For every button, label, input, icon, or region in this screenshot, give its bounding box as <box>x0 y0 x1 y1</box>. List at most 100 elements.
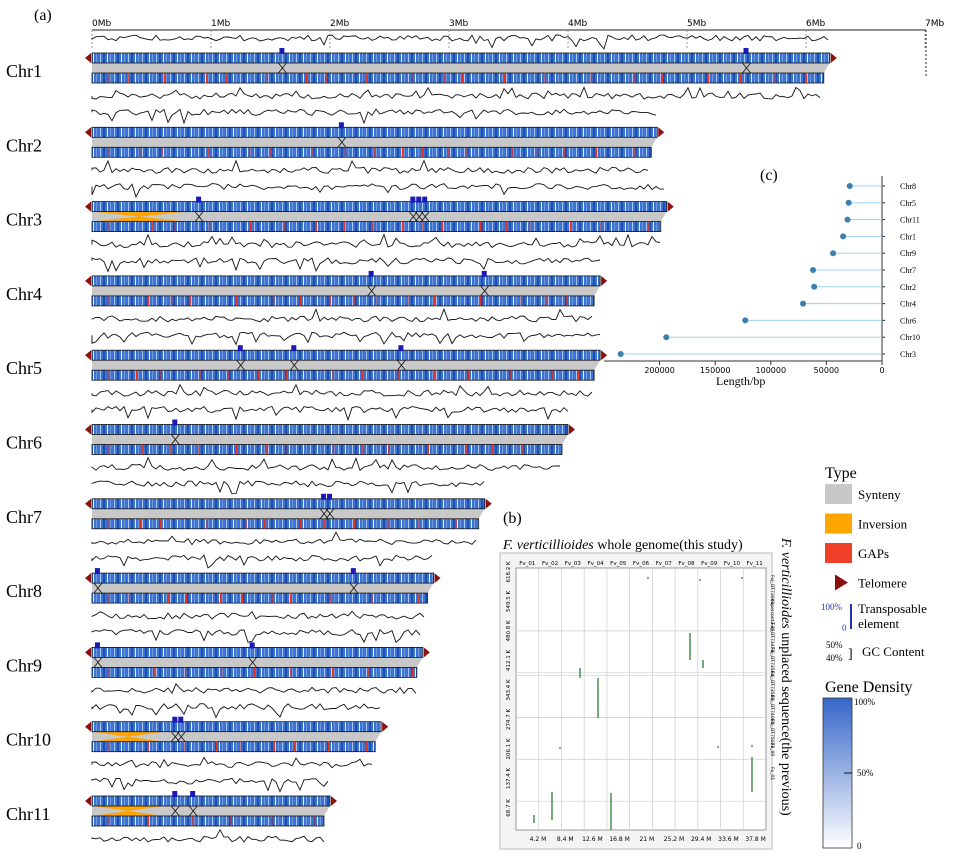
gap-mark <box>248 147 251 158</box>
legend-item-label: GAPs <box>858 546 889 561</box>
gap-mark <box>545 295 547 306</box>
gc-content-line <box>91 756 373 769</box>
gap-mark <box>139 518 142 529</box>
gap-mark <box>447 147 449 158</box>
gap-mark <box>107 221 109 232</box>
gc-content-line <box>91 34 829 50</box>
gap-mark <box>241 593 244 604</box>
te-mark <box>368 270 374 277</box>
te-scale-lo: 0 <box>842 623 847 633</box>
dotplot-x-tick: 25.2 M <box>664 836 684 843</box>
telomere-icon <box>85 573 91 584</box>
gap-mark <box>253 667 255 678</box>
gap-mark <box>371 593 373 604</box>
gc-content-line <box>91 703 381 719</box>
gap-mark <box>590 73 593 83</box>
cross-link <box>176 731 186 742</box>
scale-tick-label: 7Mb <box>925 19 944 29</box>
gap-mark <box>805 73 808 83</box>
cross-link <box>170 805 180 817</box>
chromosome-bar-assembly <box>91 572 434 584</box>
lollipop-head <box>742 317 749 324</box>
dotplot-top-label: Fv_03 <box>565 561 582 567</box>
chromosome-row: Chr8 <box>6 554 441 620</box>
gap-mark <box>266 444 268 455</box>
scale-tick-label: 4Mb <box>568 19 587 29</box>
cross-link <box>170 434 180 445</box>
gap-mark <box>257 370 259 381</box>
alignment-dot <box>741 577 743 579</box>
te-label-line2: element <box>858 616 900 631</box>
gap-mark <box>273 741 276 752</box>
gap-mark <box>600 221 602 232</box>
gap-mark <box>313 816 315 826</box>
dotplot-contig-label: FvJ_DT73478 <box>769 623 775 652</box>
gap-mark <box>491 444 493 455</box>
gc-content-line <box>91 159 649 174</box>
legend-item-label: Telomere <box>858 576 907 591</box>
legend-item-label: Synteny <box>858 487 901 502</box>
dotplot-x-tick: 29.4 M <box>691 836 711 843</box>
gap-mark <box>332 444 335 455</box>
te-mark <box>321 493 327 500</box>
chromosome-row: Chr7 <box>6 480 492 546</box>
chromosome-bar-assembly <box>91 647 424 658</box>
dotplot-top-label: Fv_02 <box>542 561 558 567</box>
gap-mark <box>208 221 211 232</box>
dotplot-contig-label: FvJ_DT73589 <box>769 671 775 700</box>
gap-mark <box>504 73 506 83</box>
synteny-band <box>92 285 601 296</box>
dotplot-labels: Fv_01 Fv_02 Fv_03 Fv_04 Fv_05 Fv_06 Fv_07 Fv_08… <box>506 561 775 843</box>
gc-content-line <box>91 828 325 843</box>
gap-mark <box>184 741 186 752</box>
cross-link <box>319 508 329 520</box>
telomere-icon <box>569 424 575 435</box>
dotplot-x-tick: 8.4 M <box>557 836 574 843</box>
alignment-dot <box>647 577 649 579</box>
gc-content-line <box>91 383 593 397</box>
gap-mark <box>708 73 710 83</box>
gap-mark <box>569 221 572 232</box>
synteny-band <box>92 137 658 148</box>
gap-mark <box>544 73 546 83</box>
gap-mark <box>566 295 568 306</box>
gap-mark <box>206 73 208 83</box>
gc-content-line <box>91 331 601 346</box>
gap-mark <box>160 370 162 381</box>
telomere-icon <box>85 275 91 286</box>
gap-mark <box>167 593 169 604</box>
gap-mark <box>107 816 109 826</box>
telomere-icon <box>434 573 441 584</box>
gap-mark <box>286 444 289 455</box>
dotplot-alignments <box>533 577 753 830</box>
gap-mark <box>455 518 457 529</box>
telomere-icon <box>485 498 492 509</box>
gap-mark <box>373 147 375 158</box>
gene-density-title: Gene Density <box>825 679 913 696</box>
gap-mark <box>191 816 193 826</box>
gap-mark <box>271 593 273 604</box>
gap-mark <box>107 147 109 158</box>
gd-label-hi: 100% <box>854 697 876 707</box>
gap-mark <box>290 667 292 678</box>
telomere-legend-icon <box>835 574 848 591</box>
cross-link <box>194 211 204 222</box>
panel-a-label: (a) <box>34 7 52 24</box>
gap-mark <box>739 73 742 83</box>
gap-mark <box>374 295 377 306</box>
gap-mark <box>417 518 419 529</box>
gap-mark <box>325 73 327 83</box>
gap-mark <box>387 518 389 529</box>
gap-mark <box>434 370 436 381</box>
te-mark <box>338 122 344 129</box>
gc-content-line <box>91 628 421 644</box>
chromosome-rows: Chr1 Chr2 Chr3 Chr4 Chr5 Chr6 Chr7 Chr8 Chr9 Chr1… <box>6 34 837 843</box>
te-mark <box>249 642 255 649</box>
gap-mark <box>411 73 413 83</box>
gap-mark <box>147 295 150 306</box>
chromosome-bar-assembly <box>91 201 668 213</box>
cross-link <box>397 359 406 371</box>
gap-mark <box>107 444 109 455</box>
lollipop-head <box>844 216 851 223</box>
gap-mark <box>174 221 176 232</box>
